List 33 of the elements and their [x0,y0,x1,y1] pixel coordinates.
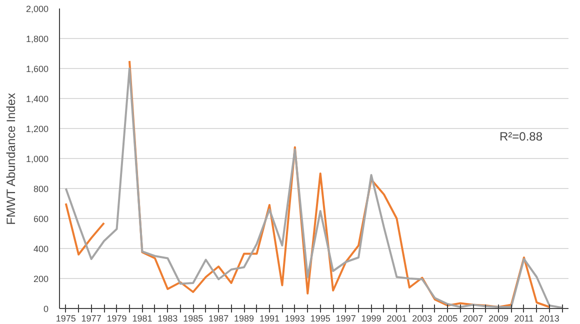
y-tick-label: 800 [33,184,49,194]
y-axis-title: FMWT Abundance Index [4,93,18,225]
x-tick-label: 1981 [132,314,152,324]
x-tick-label: 1999 [361,314,382,324]
x-tick-label: 2003 [412,314,432,324]
annotation: R²=0.88 [500,130,543,144]
x-tick-label: 1977 [81,314,102,324]
x-tick-label: 2009 [488,314,509,324]
y-tick-label: 0 [43,304,49,314]
x-tick-label: 1991 [259,314,280,324]
x-tick-label: 1989 [234,314,254,324]
x-tick-label: 2007 [463,314,484,324]
x-tick-label: 1997 [336,314,356,324]
y-tick-label: 400 [33,244,49,254]
y-tick-label: 1,400 [26,94,49,104]
y-tick-label: 1,800 [26,34,49,44]
x-tick-label: 1975 [56,314,76,324]
x-tick-label: 2011 [514,314,534,324]
x-tick-label: 1979 [106,314,127,324]
y-tick-label: 600 [33,214,49,224]
x-tick-label: 2005 [438,314,458,324]
x-tick-label: 1995 [310,314,330,324]
x-tick-label: 1993 [284,314,305,324]
x-tick-label: 1987 [208,314,229,324]
y-tick-label: 1,200 [26,124,49,134]
x-tick-label: 1983 [158,314,178,324]
y-tick-label: 200 [33,274,49,284]
y-tick-label: 1,000 [26,154,49,164]
x-tick-label: 2013 [539,314,560,324]
x-tick-label: 1985 [183,314,204,324]
y-tick-label: 1,600 [26,64,49,74]
x-tick-label: 2001 [386,314,407,324]
y-tick-label: 2,000 [26,4,49,14]
